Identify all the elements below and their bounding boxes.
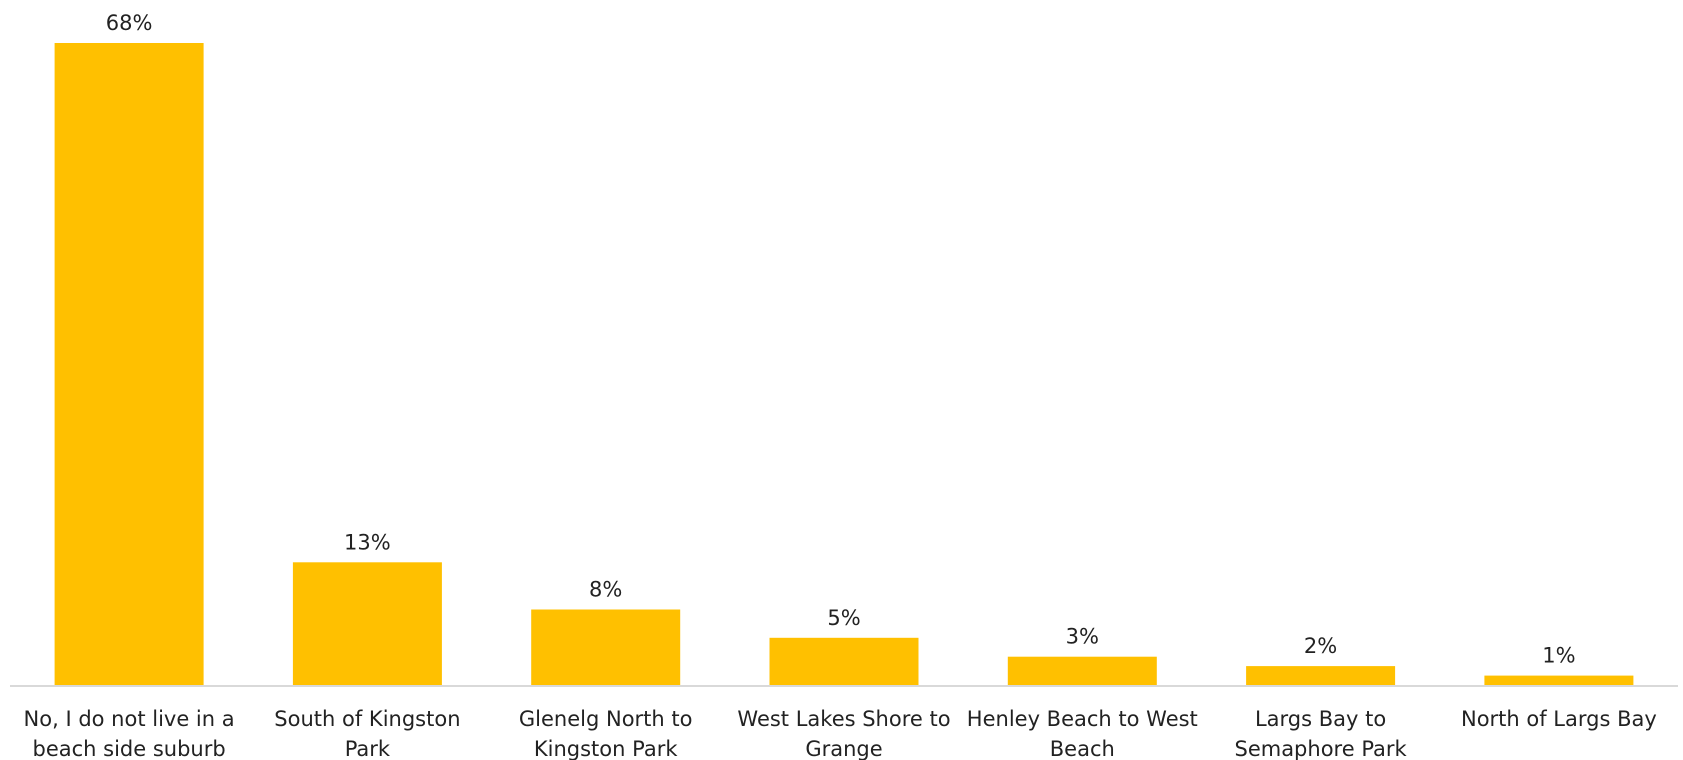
value-label-2: 8%	[589, 578, 622, 602]
category-label-line: No, I do not live in a	[24, 707, 235, 731]
category-label-line: Beach	[1050, 737, 1115, 760]
category-label-line: South of Kingston	[274, 707, 460, 731]
category-label-5: Largs Bay to Semaphore Park	[1234, 707, 1407, 760]
bar-1	[292, 562, 442, 685]
value-label-1: 13%	[344, 530, 391, 554]
bar-0	[54, 43, 204, 685]
category-label-6: North of Largs Bay	[1461, 707, 1657, 731]
category-label-line: Semaphore Park	[1234, 737, 1407, 760]
category-label-4: Henley Beach to West Beach	[967, 707, 1198, 760]
value-label-6: 1%	[1542, 644, 1575, 668]
bar-3	[769, 637, 919, 685]
category-label-line: Henley Beach to West	[967, 707, 1198, 731]
bars-group	[54, 43, 1634, 685]
category-label-0: No, I do not live in a beach side suburb	[24, 707, 235, 760]
category-label-line: Glenelg North to	[519, 707, 693, 731]
value-label-4: 3%	[1066, 625, 1099, 649]
category-labels-group: No, I do not live in a beach side suburb S…	[24, 707, 1657, 760]
bar-2	[531, 609, 681, 685]
value-label-3: 5%	[827, 606, 860, 630]
category-label-2: Glenelg North to Kingston Park	[519, 707, 693, 760]
category-label-line: West Lakes Shore to	[737, 707, 950, 731]
category-label-line: North of Largs Bay	[1461, 707, 1657, 731]
bar-6	[1484, 675, 1634, 685]
bar-5	[1246, 666, 1396, 685]
bar-4	[1007, 656, 1157, 685]
category-label-line: Grange	[805, 737, 882, 760]
category-label-line: beach side suburb	[32, 737, 225, 760]
category-label-line: Kingston Park	[534, 737, 678, 760]
category-label-line: Park	[345, 737, 391, 760]
value-label-0: 68%	[106, 11, 153, 35]
category-label-3: West Lakes Shore to Grange	[737, 707, 950, 760]
category-label-line: Largs Bay to	[1255, 707, 1386, 731]
category-label-1: South of Kingston Park	[274, 707, 460, 760]
value-label-5: 2%	[1304, 634, 1337, 658]
value-labels-group: 68% 13% 8% 5% 3% 2% 1%	[106, 11, 1576, 668]
